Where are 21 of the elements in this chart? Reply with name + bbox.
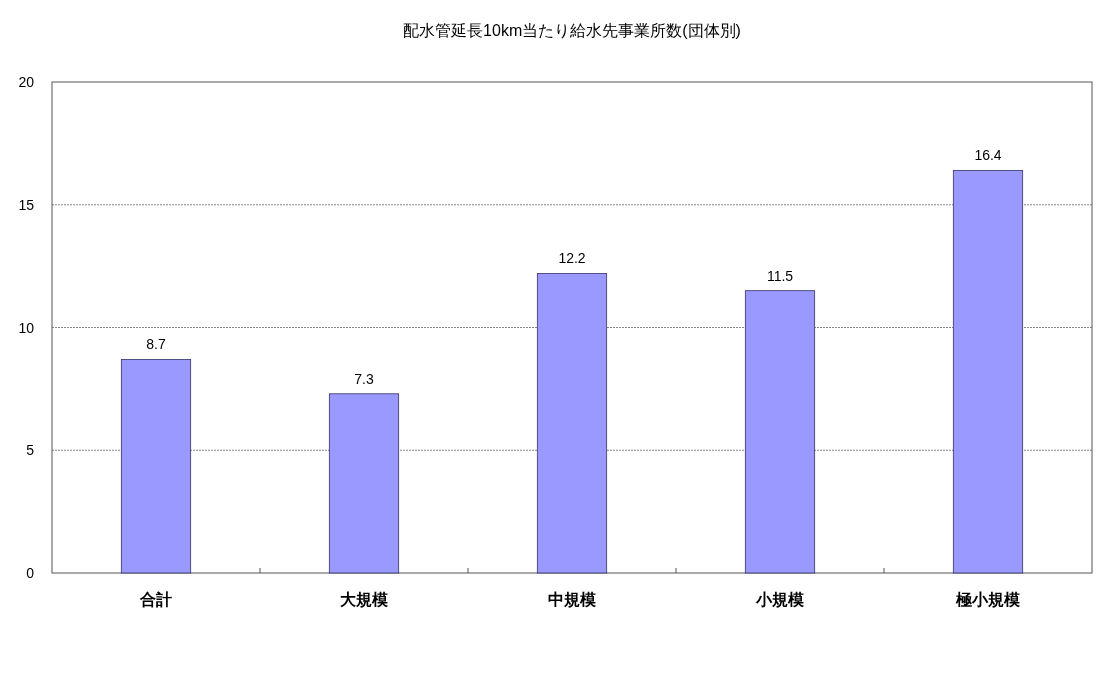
- y-tick-label: 5: [26, 442, 35, 459]
- data-label: 12.2: [558, 250, 586, 267]
- y-tick-label: 0: [26, 565, 35, 581]
- data-label: 8.7: [146, 336, 166, 353]
- x-tick-label: 小規模: [755, 591, 804, 608]
- data-label: 16.4: [974, 147, 1002, 164]
- chart-title: 配水管延長10km当たり給水先事業所数(団体別): [403, 22, 741, 39]
- y-tick-label: 10: [18, 319, 35, 336]
- y-tick-label: 15: [18, 196, 35, 213]
- bar: [952, 169, 1024, 574]
- y-tick-label: 20: [18, 74, 35, 90]
- bar: [536, 273, 608, 574]
- x-tick-label: 合計: [139, 591, 172, 608]
- x-tick-label: 極小規模: [955, 591, 1020, 608]
- bar: [120, 359, 192, 574]
- data-label: 11.5: [766, 267, 794, 284]
- data-label: 7.3: [354, 370, 374, 387]
- x-tick-label: 中規模: [548, 591, 596, 608]
- x-tick-label: 大規模: [340, 591, 388, 608]
- bar: [328, 393, 400, 574]
- bar: [744, 290, 816, 574]
